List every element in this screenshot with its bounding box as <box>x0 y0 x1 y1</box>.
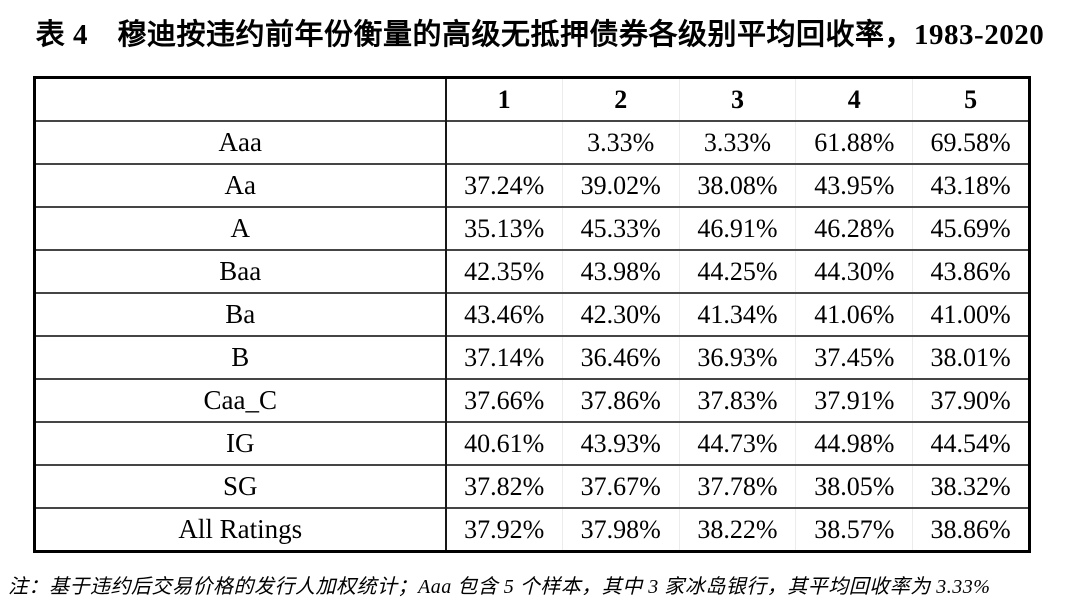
table-cell: 42.35% <box>445 249 563 293</box>
table-cell: 37.98% <box>561 507 680 552</box>
table-cell: 42.30% <box>561 292 680 336</box>
table-cell: 46.28% <box>795 206 913 250</box>
row-label: Caa_C <box>34 378 447 422</box>
table-cell: 37.78% <box>678 464 796 508</box>
recovery-rate-table: 1 2 3 4 5 Aaa 3.33% 3.33% 61.88% 69.58% … <box>33 76 1031 553</box>
row-label: Aaa <box>34 120 447 164</box>
table-row: Ba 43.46% 42.30% 41.34% 41.06% 41.00% <box>34 292 1030 336</box>
table-cell: 43.46% <box>445 292 563 336</box>
table-cell: 44.73% <box>678 421 796 465</box>
table-cell: 37.14% <box>445 335 563 379</box>
table-cell: 41.06% <box>795 292 913 336</box>
column-header: 5 <box>912 77 1030 121</box>
footnote: 注：基于违约后交易价格的发行人加权统计；Aaa 包含 5 个样本，其中 3 家冰… <box>8 576 991 598</box>
table-cell: 43.95% <box>795 163 913 207</box>
table-cell: 45.69% <box>912 206 1030 250</box>
table-cell: 41.34% <box>678 292 796 336</box>
table-row: Baa 42.35% 43.98% 44.25% 44.30% 43.86% <box>34 249 1030 293</box>
table-row: Aaa 3.33% 3.33% 61.88% 69.58% <box>34 120 1030 164</box>
table-cell: 38.05% <box>795 464 913 508</box>
table-cell: 37.45% <box>795 335 913 379</box>
table-cell: 38.57% <box>795 507 913 552</box>
row-label: Aa <box>34 163 447 207</box>
table-cell: 38.01% <box>912 335 1030 379</box>
table-cell: 35.13% <box>445 206 563 250</box>
table-cell: 3.33% <box>561 120 680 164</box>
row-label: Ba <box>34 292 447 336</box>
table-cell: 43.86% <box>912 249 1030 293</box>
table-row: A 35.13% 45.33% 46.91% 46.28% 45.69% <box>34 206 1030 250</box>
table-cell: 37.91% <box>795 378 913 422</box>
table-row: Caa_C 37.66% 37.86% 37.83% 37.91% 37.90% <box>34 378 1030 422</box>
table-row: All Ratings 37.92% 37.98% 38.22% 38.57% … <box>34 507 1030 552</box>
table-cell: 37.67% <box>561 464 680 508</box>
table-cell: 37.86% <box>561 378 680 422</box>
table-cell: 36.93% <box>678 335 796 379</box>
column-header: 2 <box>561 77 680 121</box>
row-label: Baa <box>34 249 447 293</box>
table-row: IG 40.61% 43.93% 44.73% 44.98% 44.54% <box>34 421 1030 465</box>
table-cell: 61.88% <box>795 120 913 164</box>
table-cell: 41.00% <box>912 292 1030 336</box>
corner-cell <box>34 77 447 121</box>
header-row: 1 2 3 4 5 <box>34 77 1030 121</box>
table-row: Aa 37.24% 39.02% 38.08% 43.95% 43.18% <box>34 163 1030 207</box>
table-cell: 38.08% <box>678 163 796 207</box>
table-cell: 37.92% <box>445 507 563 552</box>
table-cell: 38.22% <box>678 507 796 552</box>
table-cell <box>445 120 563 164</box>
table-cell: 36.46% <box>561 335 680 379</box>
table-cell: 45.33% <box>561 206 680 250</box>
table-cell: 43.93% <box>561 421 680 465</box>
table-cell: 46.91% <box>678 206 796 250</box>
table-row: SG 37.82% 37.67% 37.78% 38.05% 38.32% <box>34 464 1030 508</box>
table-cell: 44.98% <box>795 421 913 465</box>
table-cell: 43.98% <box>561 249 680 293</box>
table-cell: 44.30% <box>795 249 913 293</box>
row-label: B <box>34 335 447 379</box>
row-label: IG <box>34 421 447 465</box>
table-cell: 37.82% <box>445 464 563 508</box>
table-cell: 40.61% <box>445 421 563 465</box>
column-header: 3 <box>678 77 796 121</box>
table-cell: 44.25% <box>678 249 796 293</box>
column-header: 4 <box>795 77 913 121</box>
row-label: A <box>34 206 447 250</box>
table-cell: 37.90% <box>912 378 1030 422</box>
table-cell: 44.54% <box>912 421 1030 465</box>
table-caption: 表 4 穆迪按违约前年份衡量的高级无抵押债券各级别平均回收率，1983-2020 <box>35 19 1045 51</box>
table-cell: 38.86% <box>912 507 1030 552</box>
table-cell: 39.02% <box>561 163 680 207</box>
table-cell: 3.33% <box>678 120 796 164</box>
table-cell: 37.24% <box>445 163 563 207</box>
column-header: 1 <box>497 84 511 114</box>
table-cell: 37.66% <box>445 378 563 422</box>
table-cell: 37.83% <box>678 378 796 422</box>
table-cell: 38.32% <box>912 464 1030 508</box>
table-cell: 69.58% <box>912 120 1030 164</box>
row-label: All Ratings <box>34 507 447 552</box>
row-label: SG <box>34 464 447 508</box>
table-cell: 43.18% <box>912 163 1030 207</box>
table-row: B 37.14% 36.46% 36.93% 37.45% 38.01% <box>34 335 1030 379</box>
